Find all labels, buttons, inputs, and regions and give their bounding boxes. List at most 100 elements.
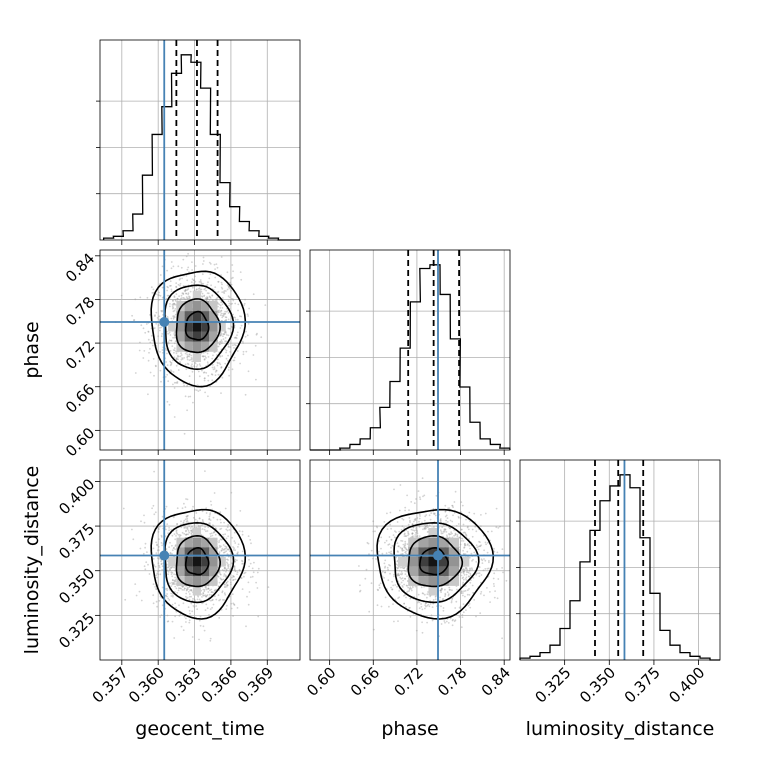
scatter-point (231, 302, 234, 305)
scatter-point (459, 605, 462, 608)
scatter-point (186, 297, 189, 299)
scatter-point (388, 543, 391, 546)
scatter-point (462, 531, 465, 534)
scatter-point (423, 519, 426, 522)
scatter-point (236, 334, 238, 337)
scatter-point (206, 361, 209, 364)
scatter-point (237, 551, 239, 554)
density-cell (408, 557, 419, 567)
scatter-point (223, 567, 226, 570)
scatter-point (208, 261, 211, 264)
scatter-point (481, 559, 484, 562)
scatter-point (445, 514, 448, 517)
scatter-point (245, 625, 247, 628)
scatter-point (466, 526, 469, 529)
scatter-point (223, 521, 226, 524)
scatter-point (161, 604, 164, 607)
scatter-point (462, 540, 465, 542)
scatter-point (446, 534, 448, 537)
scatter-point (468, 556, 471, 559)
scatter-point (191, 360, 194, 363)
scatter-point (155, 311, 158, 314)
scatter-point (140, 599, 143, 602)
scatter-point (251, 575, 254, 578)
scatter-point (454, 619, 457, 622)
scatter-point (501, 548, 504, 551)
y-tick-label-luminosity_distance: 0.400 (55, 475, 98, 518)
scatter-point (176, 381, 179, 383)
scatter-point (209, 297, 212, 299)
scatter-point (176, 358, 179, 360)
scatter-point (233, 565, 236, 568)
scatter-point (221, 376, 224, 379)
scatter-point (435, 494, 438, 497)
scatter-point (460, 590, 463, 593)
scatter-point (446, 535, 449, 538)
scatter-point (175, 357, 178, 360)
scatter-point (233, 359, 236, 362)
scatter-point (397, 574, 400, 577)
scatter-point (234, 558, 237, 561)
scatter-point (160, 536, 163, 538)
scatter-point (405, 535, 407, 537)
scatter-point (415, 629, 418, 632)
histogram-step-phase (310, 264, 511, 451)
scatter-point (183, 432, 186, 435)
scatter-point (159, 274, 162, 276)
scatter-point (227, 309, 229, 312)
scatter-point (459, 517, 462, 519)
scatter-point (217, 345, 220, 348)
scatter-point (241, 550, 244, 553)
scatter-point (206, 352, 209, 355)
scatter-point (400, 581, 403, 584)
scatter-point (227, 285, 230, 288)
density-cell (201, 321, 210, 332)
scatter-point (187, 588, 189, 590)
scatter-point (174, 313, 177, 316)
scatter-point (220, 538, 223, 541)
scatter-point (406, 543, 409, 546)
scatter-point (196, 598, 199, 601)
scatter-point (460, 592, 463, 594)
scatter-point (218, 553, 221, 555)
scatter-point (204, 609, 207, 611)
scatter-point (424, 515, 427, 518)
scatter-point (148, 351, 150, 354)
scatter-point (233, 347, 235, 349)
scatter-point (397, 567, 399, 569)
scatter-point (187, 363, 190, 366)
scatter-point (393, 575, 395, 578)
scatter-point (471, 528, 474, 531)
scatter-point (429, 602, 432, 605)
scatter-point (198, 598, 201, 601)
scatter-point (206, 296, 209, 299)
scatter-point (401, 572, 404, 575)
scatter-point (460, 571, 463, 574)
scatter-point (420, 586, 423, 589)
scatter-point (408, 588, 411, 591)
scatter-point (444, 504, 447, 507)
scatter-point (248, 591, 251, 593)
scatter-point (208, 522, 210, 525)
scatter-point (165, 528, 167, 531)
scatter-point (431, 619, 434, 622)
scatter-point (389, 552, 392, 554)
scatter-point (250, 542, 252, 545)
scatter-point (182, 258, 185, 261)
scatter-point (184, 363, 187, 366)
scatter-point (164, 594, 167, 597)
scatter-point (201, 292, 204, 295)
scatter-point (407, 530, 409, 533)
scatter-point (124, 598, 127, 601)
histogram-step-luminosity_distance (519, 474, 720, 661)
scatter-point (166, 566, 169, 569)
scatter-point (167, 294, 170, 297)
scatter-point (454, 490, 457, 493)
scatter-point (188, 593, 191, 595)
scatter-point (186, 298, 189, 300)
scatter-point (175, 529, 178, 532)
scatter-point (260, 336, 263, 339)
scatter-point (211, 599, 214, 602)
scatter-point (223, 292, 226, 294)
density-cell (192, 300, 201, 312)
